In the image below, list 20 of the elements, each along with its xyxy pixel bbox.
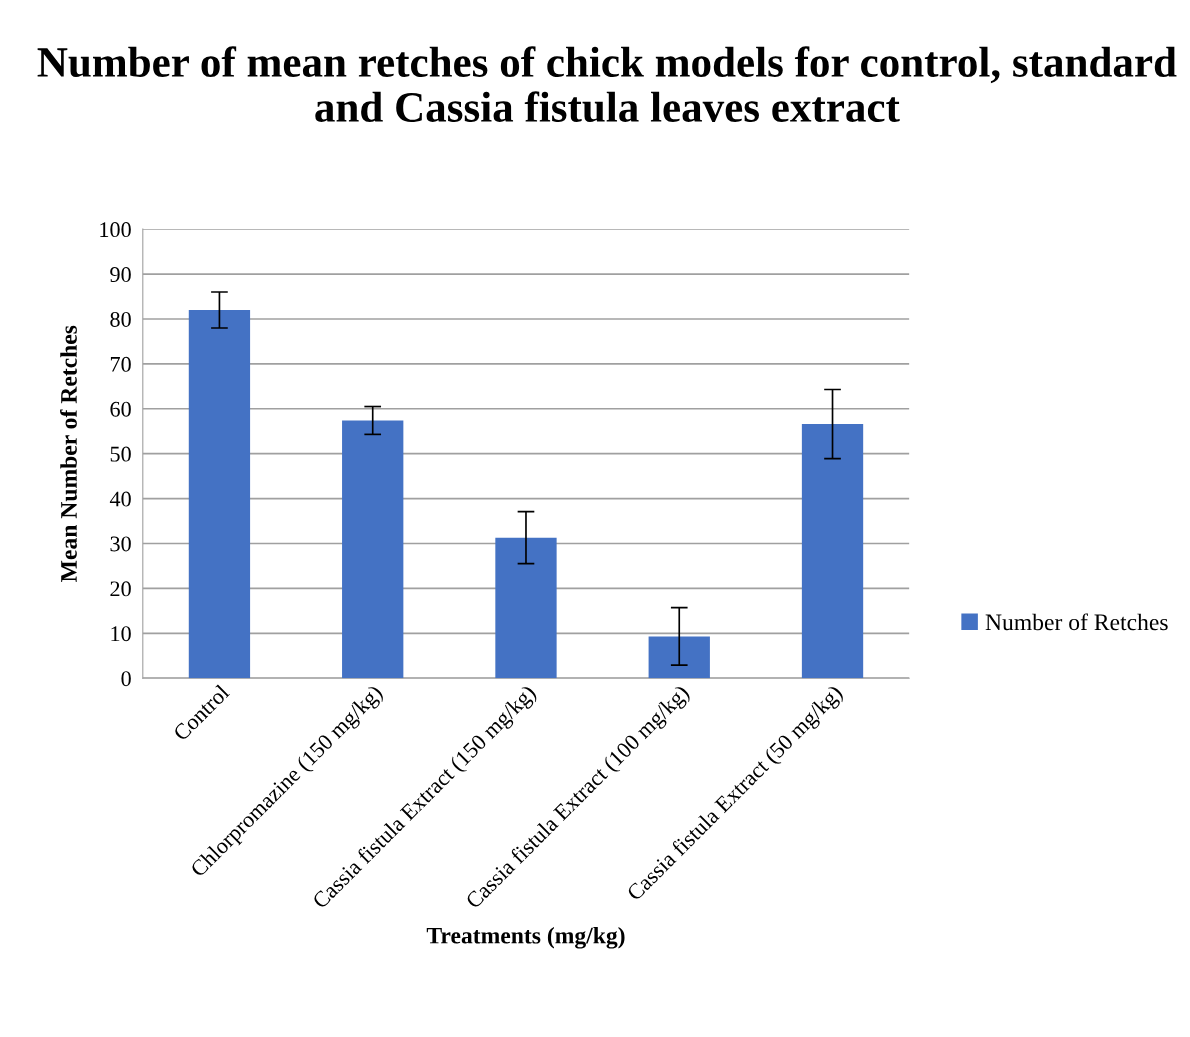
chart-title: Number of mean retches of chick models for control, standard and Cassia fistula leaves extract xyxy=(37,46,1177,123)
bar xyxy=(188,310,251,679)
bar xyxy=(495,537,557,679)
y-axis-title: Mean Number of Retches xyxy=(60,325,77,582)
y-tick-label: 50 xyxy=(110,446,131,462)
y-tick-label: 40 xyxy=(109,491,131,507)
y-tick-label: 90 xyxy=(110,267,131,283)
y-tick-label: 30 xyxy=(110,536,131,552)
x-axis-title: Treatments (mg/kg) xyxy=(426,926,625,949)
bar xyxy=(801,424,864,679)
y-tick-label: 10 xyxy=(111,626,131,642)
legend-label: Number of Retches xyxy=(985,613,1168,631)
y-tick-label: 60 xyxy=(110,401,131,417)
y-tick-label: 70 xyxy=(110,356,131,372)
y-tick-label: 80 xyxy=(110,311,131,327)
y-tick-label: 20 xyxy=(110,581,131,597)
bar xyxy=(342,420,404,679)
bar xyxy=(648,636,710,679)
y-tick-label: 0 xyxy=(121,671,131,687)
y-tick-label: 100 xyxy=(100,222,131,238)
